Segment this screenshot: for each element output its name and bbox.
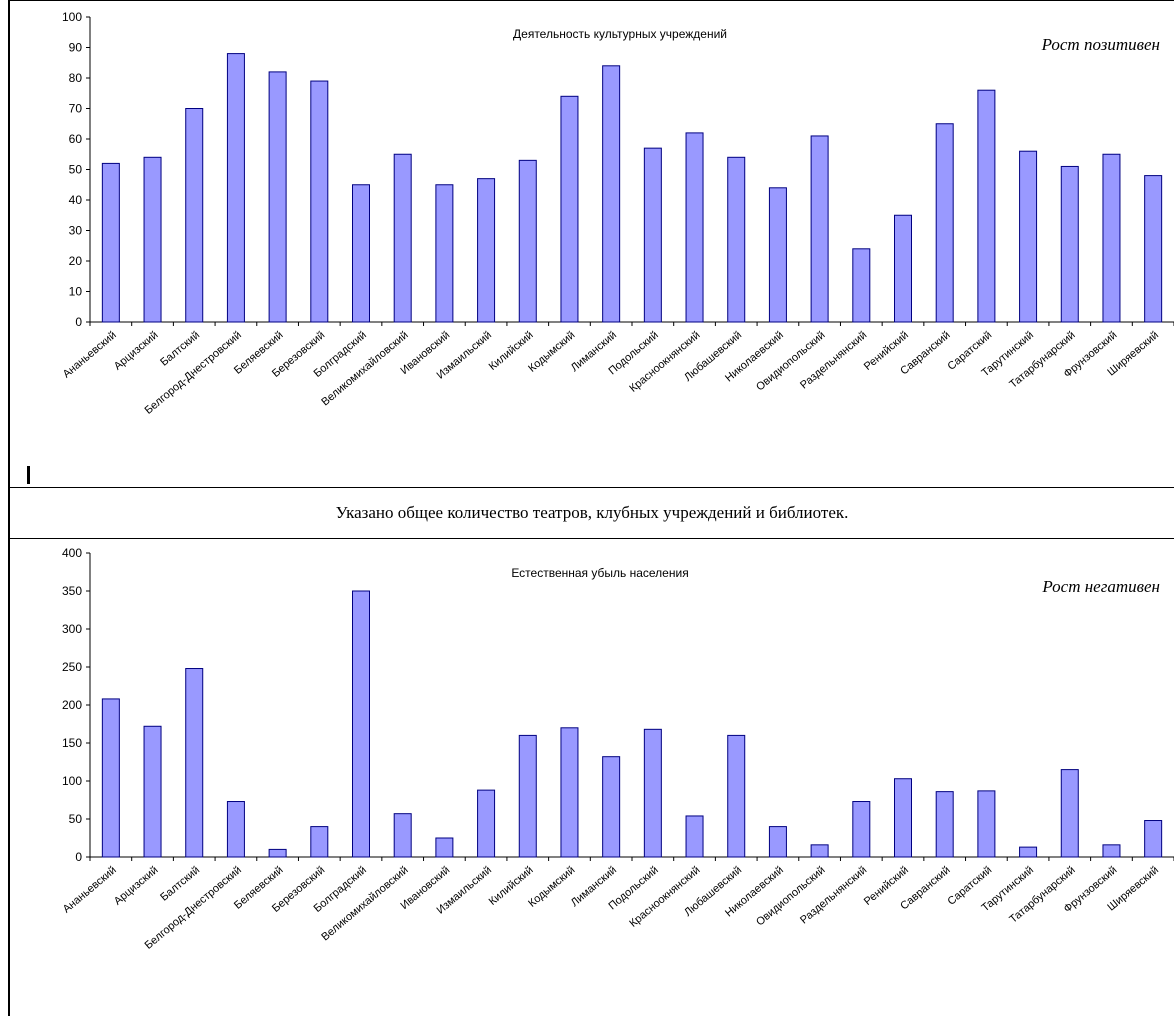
bar: [935, 123, 954, 323]
chart-note: Рост позитивен: [1041, 35, 1160, 54]
bar: [143, 156, 162, 323]
y-tick-label: 80: [69, 71, 83, 85]
y-tick-label: 40: [69, 193, 83, 207]
x-tick-label: Красноокнянский: [627, 329, 702, 395]
chart-note: Рост негативен: [1041, 577, 1160, 596]
table-row-divider: [8, 538, 1174, 539]
x-tick-label: Ананьевский: [61, 864, 119, 915]
x-tick-label: Кодымский: [526, 864, 577, 910]
bar: [143, 725, 162, 858]
x-tick-label: Кодымский: [526, 329, 577, 375]
y-tick-label: 30: [69, 224, 83, 238]
y-tick-label: 60: [69, 132, 83, 146]
bar: [226, 53, 245, 323]
y-tick-label: 0: [75, 315, 82, 329]
bar: [1019, 846, 1038, 858]
bar: [852, 801, 871, 858]
bar: [977, 790, 996, 858]
bar: [560, 95, 579, 323]
population-decline-chart: 0 50 100 150 200 250 300 350 400 АнаньевскийАрциз…: [61, 546, 1174, 952]
y-tick-label: 50: [69, 163, 83, 177]
bar: [643, 728, 662, 858]
bar: [685, 132, 704, 323]
x-tick-label: Арцизский: [112, 329, 161, 373]
bar: [768, 187, 787, 323]
bar: [1102, 153, 1121, 323]
bar: [768, 826, 787, 858]
bar: [1060, 165, 1079, 323]
bar: [310, 80, 329, 323]
bar: [518, 734, 537, 858]
y-tick-label: 100: [62, 10, 82, 24]
bar: [226, 801, 245, 858]
y-tick-label: 20: [69, 254, 83, 268]
bar: [810, 135, 829, 323]
bar: [1019, 150, 1038, 323]
bar: [560, 727, 579, 858]
y-tick-label: 100: [62, 774, 82, 788]
bar: [101, 162, 120, 323]
bar: [101, 698, 120, 858]
bar: [602, 756, 621, 858]
bar: [268, 71, 287, 323]
chart-title: Деятельность культурных учреждений: [513, 27, 727, 41]
y-tick-label: 0: [75, 850, 82, 864]
table-row-divider: [8, 487, 1174, 488]
bar: [310, 826, 329, 858]
bar: [810, 844, 829, 858]
bar: [894, 778, 912, 858]
y-tick-label: 250: [62, 660, 82, 674]
bar: [352, 184, 370, 323]
bar: [643, 147, 662, 323]
bar: [393, 153, 412, 323]
x-tick-label: Арцизский: [112, 864, 161, 908]
bar: [894, 214, 912, 323]
bar: [727, 734, 746, 858]
y-tick-label: 50: [69, 812, 83, 826]
bar: [352, 590, 370, 858]
bar: [1060, 769, 1079, 858]
y-tick-label: 10: [69, 285, 83, 299]
y-tick-label: 300: [62, 622, 82, 636]
x-tick-label: Ананьевский: [61, 329, 119, 380]
table-top-border: [8, 0, 1174, 1]
bar: [477, 178, 496, 323]
bar: [685, 815, 704, 858]
y-tick-label: 150: [62, 736, 82, 750]
bar: [1144, 820, 1163, 858]
bar: [477, 789, 496, 858]
text-cursor: [27, 466, 30, 484]
chart-caption: Указано общее количество театров, клубны…: [335, 502, 849, 522]
bar: [435, 184, 454, 323]
y-tick-label: 400: [62, 546, 82, 560]
bar: [852, 248, 871, 323]
y-tick-label: 200: [62, 698, 82, 712]
bar: [435, 837, 454, 858]
culture-activity-chart: 0 10 20 30 40 50 60 70 80 90 100 АнаньевскийАрцизск…: [61, 10, 1174, 417]
bar: [977, 89, 996, 323]
bar: [1144, 175, 1163, 323]
bar: [268, 848, 287, 858]
y-tick-label: 90: [69, 41, 83, 55]
chart-title: Естественная убыль населения: [511, 566, 688, 580]
bar: [518, 159, 537, 323]
bar: [393, 813, 412, 858]
table-left-border: [8, 0, 10, 1016]
y-tick-label: 70: [69, 102, 83, 116]
bar: [185, 108, 204, 323]
bar: [1102, 844, 1121, 858]
y-tick-label: 350: [62, 584, 82, 598]
bar: [602, 65, 621, 323]
bar: [727, 156, 746, 323]
bar: [935, 791, 954, 858]
bar: [185, 668, 204, 858]
x-tick-label: Красноокнянский: [627, 864, 702, 930]
